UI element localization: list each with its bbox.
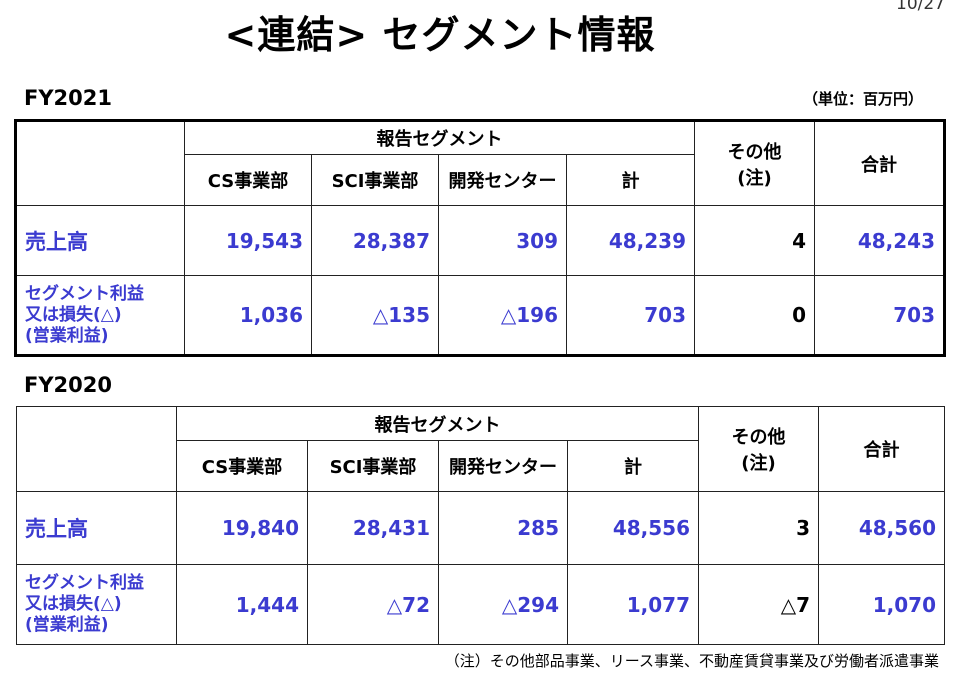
cs-header: CS事業部: [176, 440, 308, 492]
footnote: （注）その他部品事業、リース事業、不動産賃貸事業及び労働者派遣事業: [444, 652, 939, 670]
other-header: その他 (注): [694, 120, 815, 206]
profit-sci: △135: [311, 275, 439, 356]
sales-cs: 19,840: [176, 491, 308, 565]
dev-center-header: 開発センター: [438, 440, 568, 492]
page-title: <連結> セグメント情報: [224, 13, 656, 57]
reporting-segment-header: 報告セグメント: [176, 406, 699, 441]
reporting-segment-header: 報告セグメント: [184, 120, 695, 155]
corner-cell: [16, 406, 177, 492]
unit-label: （単位：百万円）: [802, 90, 923, 108]
profit-sci: △72: [307, 564, 439, 645]
sales-total: 48,243: [814, 205, 945, 276]
profit-label-line2: 又は損失(△): [25, 304, 122, 325]
fy2020-segment-table: 報告セグメント その他 (注) 合計 CS事業部 SCI事業部 開発センター 計…: [16, 406, 945, 645]
fy2021-segment-table: 報告セグメント その他 (注) 合計 CS事業部 SCI事業部 開発センター 計…: [14, 119, 946, 357]
total-header: 合計: [814, 120, 945, 206]
table-row: セグメント利益 又は損失(△) (営業利益) 1,444 △72 △294 1,…: [16, 564, 945, 645]
other-header-line1: その他: [727, 141, 782, 163]
dev-center-header: 開発センター: [438, 154, 567, 206]
sales-dev: 309: [438, 205, 567, 276]
corner-cell: [15, 120, 185, 206]
profit-label-line1: セグメント利益: [25, 283, 144, 304]
subtotal-header: 計: [566, 154, 695, 206]
profit-subtotal: 1,077: [567, 564, 699, 645]
other-header-line2: (注): [741, 453, 776, 474]
profit-label: セグメント利益 又は損失(△) (営業利益): [16, 564, 177, 645]
profit-dev: △294: [438, 564, 568, 645]
profit-label-line1: セグメント利益: [25, 573, 144, 593]
table-row: 売上高 19,543 28,387 309 48,239 4 48,243: [15, 205, 945, 276]
fy2021-label: FY2021: [24, 86, 112, 110]
profit-cs: 1,444: [176, 564, 308, 645]
profit-other: 0: [694, 275, 815, 356]
subtotal-header: 計: [567, 440, 699, 492]
profit-label: セグメント利益 又は損失(△) (営業利益): [15, 275, 185, 356]
sales-subtotal: 48,239: [566, 205, 695, 276]
table-row: 売上高 19,840 28,431 285 48,556 3 48,560: [16, 491, 945, 565]
sales-subtotal: 48,556: [567, 491, 699, 565]
sales-cs: 19,543: [184, 205, 312, 276]
profit-total: 1,070: [818, 564, 945, 645]
other-header-line2: (注): [737, 167, 772, 189]
sales-sci: 28,387: [311, 205, 439, 276]
sales-label: 売上高: [15, 205, 185, 276]
profit-subtotal: 703: [566, 275, 695, 356]
sales-other: 3: [698, 491, 819, 565]
sales-other: 4: [694, 205, 815, 276]
profit-dev: △196: [438, 275, 567, 356]
sales-dev: 285: [438, 491, 568, 565]
sales-label: 売上高: [16, 491, 177, 565]
profit-label-line2: 又は損失(△): [25, 594, 122, 614]
profit-cs: 1,036: [184, 275, 312, 356]
total-header: 合計: [818, 406, 945, 492]
profit-label-line3: (営業利益): [25, 325, 109, 346]
sales-sci: 28,431: [307, 491, 439, 565]
fy2020-label: FY2020: [24, 373, 112, 397]
page-number: 10/27: [896, 0, 945, 14]
profit-other: △7: [698, 564, 819, 645]
sci-header: SCI事業部: [311, 154, 439, 206]
profit-total: 703: [814, 275, 945, 356]
sales-total: 48,560: [818, 491, 945, 565]
other-header: その他 (注): [698, 406, 819, 492]
profit-label-line3: (営業利益): [25, 615, 109, 635]
cs-header: CS事業部: [184, 154, 312, 206]
sci-header: SCI事業部: [307, 440, 439, 492]
other-header-line1: その他: [731, 427, 786, 448]
table-row: セグメント利益 又は損失(△) (営業利益) 1,036 △135 △196 7…: [15, 275, 945, 356]
